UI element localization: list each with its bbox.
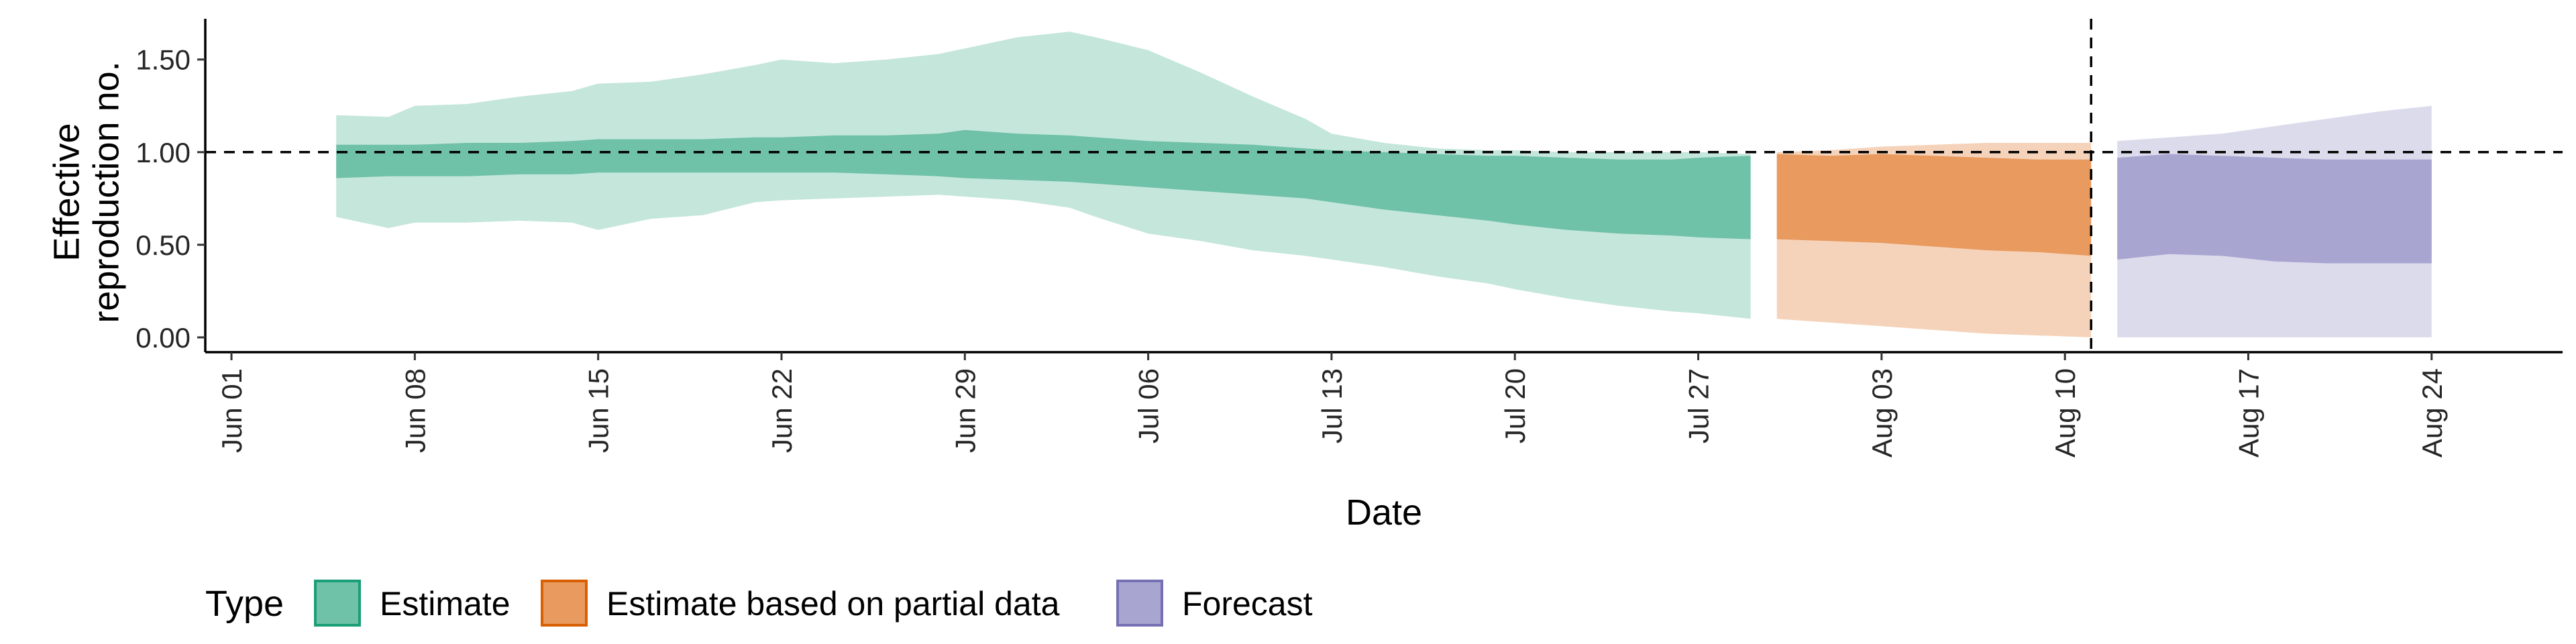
y-tick-label: 0.00 xyxy=(136,322,191,354)
legend: Type Estimate Estimate based on partial da… xyxy=(205,580,1313,627)
bands-layer xyxy=(336,32,2432,337)
x-tick-label: Aug 10 xyxy=(2049,368,2081,458)
y-tick-label: 1.50 xyxy=(136,44,191,76)
legend-title: Type xyxy=(205,584,284,624)
y-tick-label: 0.50 xyxy=(136,229,191,261)
x-tick-label: Jun 22 xyxy=(766,368,798,453)
x-tick-label: Jul 13 xyxy=(1316,368,1348,443)
x-tick-label: Jul 20 xyxy=(1499,368,1531,443)
y-tick-label: 1.00 xyxy=(136,137,191,168)
x-axis-title: Date xyxy=(1346,492,1422,533)
forecast-inner-band xyxy=(2117,154,2432,264)
x-tick-label: Jul 06 xyxy=(1133,368,1165,443)
x-tick-label: Jun 08 xyxy=(399,368,431,453)
x-tick-label: Jul 27 xyxy=(1683,368,1715,443)
x-tick-label: Jun 29 xyxy=(949,368,981,453)
axes-layer: 0.00 0.50 1.00 1.50 Jun 01 Jun 08 Jun 15 Jun 22… xyxy=(46,19,2563,533)
legend-label-estimate: Estimate xyxy=(380,585,511,623)
estimate-inner-band xyxy=(336,129,1751,239)
legend-label-forecast: Forecast xyxy=(1182,585,1313,623)
x-tick-label: Jun 01 xyxy=(216,368,248,453)
legend-label-estimate-based-on-partial-data: Estimate based on partial data xyxy=(606,585,1060,623)
y-axis-title: Effectivereproduction no. xyxy=(46,61,126,323)
legend-key-forecast xyxy=(1116,580,1163,627)
x-tick-label: Aug 03 xyxy=(1866,368,1898,458)
x-tick-label: Aug 24 xyxy=(2416,368,2448,458)
y-axis-title-line: reproduction no. xyxy=(87,61,127,323)
y-axis-title-line: Effective xyxy=(46,123,87,261)
estimate-based-on-partial-data-inner-band xyxy=(1776,154,2092,256)
x-tick-label: Jun 15 xyxy=(583,368,614,453)
legend-key-estimate xyxy=(314,580,361,627)
legend-key-estimate-based-on-partial-data xyxy=(541,580,588,627)
x-tick-label: Aug 17 xyxy=(2233,368,2264,458)
